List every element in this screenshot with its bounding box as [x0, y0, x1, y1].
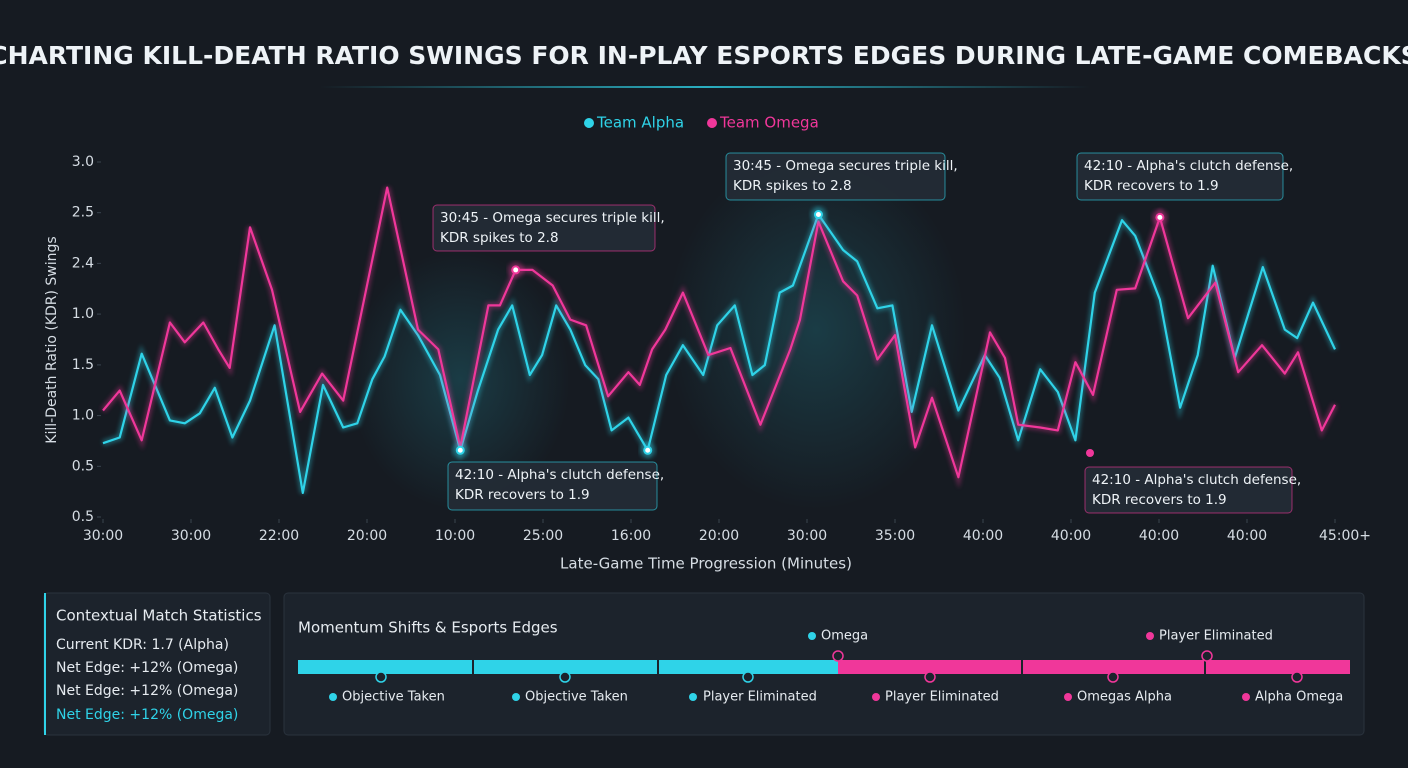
x-tick-label: 30:00: [171, 528, 211, 544]
label-dot: [1242, 693, 1250, 701]
annotation-text: KDR spikes to 2.8: [733, 178, 852, 194]
highlight-point: [1155, 212, 1165, 222]
y-axis-label: Kill-Death Ratio (KDR) Swings: [44, 236, 60, 443]
label-dot: [872, 693, 880, 701]
annotation-box: [447, 461, 658, 511]
legend-marker: [707, 118, 717, 128]
series-line: [102, 186, 1336, 479]
label-dot: [689, 693, 697, 701]
event-label: Objective Taken: [525, 690, 628, 705]
legend-label: Team Omega: [719, 114, 819, 132]
x-tick-label: 45:00+: [1319, 528, 1371, 544]
annotation-text: 30:45 - Omega secures triple kill,: [440, 210, 665, 226]
annotation-text: KDR recovers to 1.9: [1092, 492, 1227, 508]
y-tick-label: 2.4: [72, 255, 94, 271]
bar-events: [375, 650, 1303, 683]
annotation-text: 42:10 - Alpha's clutch defense,: [1084, 158, 1293, 174]
stat-line: Net Edge: +12% (Omega): [56, 683, 238, 699]
annotation-box: [1084, 466, 1293, 514]
event-label: Omegas Alpha: [1077, 690, 1172, 705]
legend-label: Team Alpha: [596, 114, 684, 132]
event-label: Objective Taken: [342, 690, 445, 705]
momentum-bar-alpha: [298, 660, 838, 674]
x-tick-label: 10:00: [435, 528, 475, 544]
title-rule: [320, 86, 1090, 88]
y-tick-label: 1.0: [72, 306, 94, 322]
x-tick-label: 40:00: [963, 528, 1003, 544]
x-tick-label: 40:00: [1051, 528, 1091, 544]
x-tick-label: 20:00: [699, 528, 739, 544]
y-tick-label: 1.5: [72, 357, 94, 373]
y-tick-label: 3.0: [72, 154, 94, 170]
momentum-title: Momentum Shifts & Esports Edges: [298, 619, 558, 637]
label-dot: [1146, 632, 1154, 640]
annotation-text: KDR recovers to 1.9: [455, 487, 590, 503]
chart-title: “CHARTING KILL-DEATH RATIO SWINGS FOR IN…: [0, 41, 1408, 70]
y-tick-label: 0.5: [72, 458, 94, 474]
label-dot: [329, 693, 337, 701]
event-label: Player Eliminated: [1159, 629, 1273, 644]
highlight-point: [813, 210, 823, 220]
annotation-text: 42:10 - Alpha's clutch defense,: [1092, 472, 1301, 488]
stat-line: Current KDR: 1.7 (Alpha): [56, 637, 229, 653]
stat-line: Net Edge: +12% (Omega): [56, 707, 238, 723]
x-tick-label: 40:00: [1227, 528, 1267, 544]
highlight-point: [511, 265, 521, 275]
x-axis-label: Late-Game Time Progression (Minutes): [560, 555, 852, 573]
label-dot: [1064, 693, 1072, 701]
annotation-text: KDR recovers to 1.9: [1084, 178, 1219, 194]
x-tick-label: 30:00: [787, 528, 827, 544]
y-tick-label: 0.5: [72, 509, 94, 525]
annotation-box: [725, 152, 946, 201]
x-tick-label: 22:00: [259, 528, 299, 544]
annotation-text: 30:45 - Omega secures triple kill,: [733, 158, 958, 174]
panel-accent: [44, 593, 46, 735]
event-dot: [1086, 449, 1094, 457]
x-tick-label: 30:00: [83, 528, 123, 544]
highlight-point: [455, 445, 465, 455]
event-label: Omega: [821, 629, 868, 644]
stats-title: Contextual Match Statistics: [56, 607, 262, 625]
x-tick-label: 40:00: [1139, 528, 1179, 544]
annotation-text: KDR spikes to 2.8: [440, 230, 559, 246]
label-dot: [808, 632, 816, 640]
x-tick-label: 35:00: [875, 528, 915, 544]
event-label: Player Eliminated: [885, 690, 999, 705]
y-tick-label: 2.5: [72, 205, 94, 221]
highlight-point: [643, 445, 653, 455]
annotation-box: [432, 204, 656, 252]
y-tick-label: 1.0: [72, 408, 94, 424]
x-tick-label: 16:00: [611, 528, 651, 544]
stat-line: Net Edge: +12% (Omega): [56, 660, 238, 676]
event-label: Alpha Omega: [1255, 690, 1343, 705]
x-tick-label: 25:00: [523, 528, 563, 544]
annotation-box: [1076, 152, 1284, 201]
event-label: Player Eliminated: [703, 690, 817, 705]
series-line: [102, 213, 1336, 494]
legend-marker: [584, 118, 594, 128]
momentum-bar-omega: [838, 660, 1350, 674]
glow: [666, 150, 966, 510]
annotation-text: 42:10 - Alpha's clutch defense,: [455, 467, 664, 483]
x-tick-label: 20:00: [347, 528, 387, 544]
label-dot: [512, 693, 520, 701]
